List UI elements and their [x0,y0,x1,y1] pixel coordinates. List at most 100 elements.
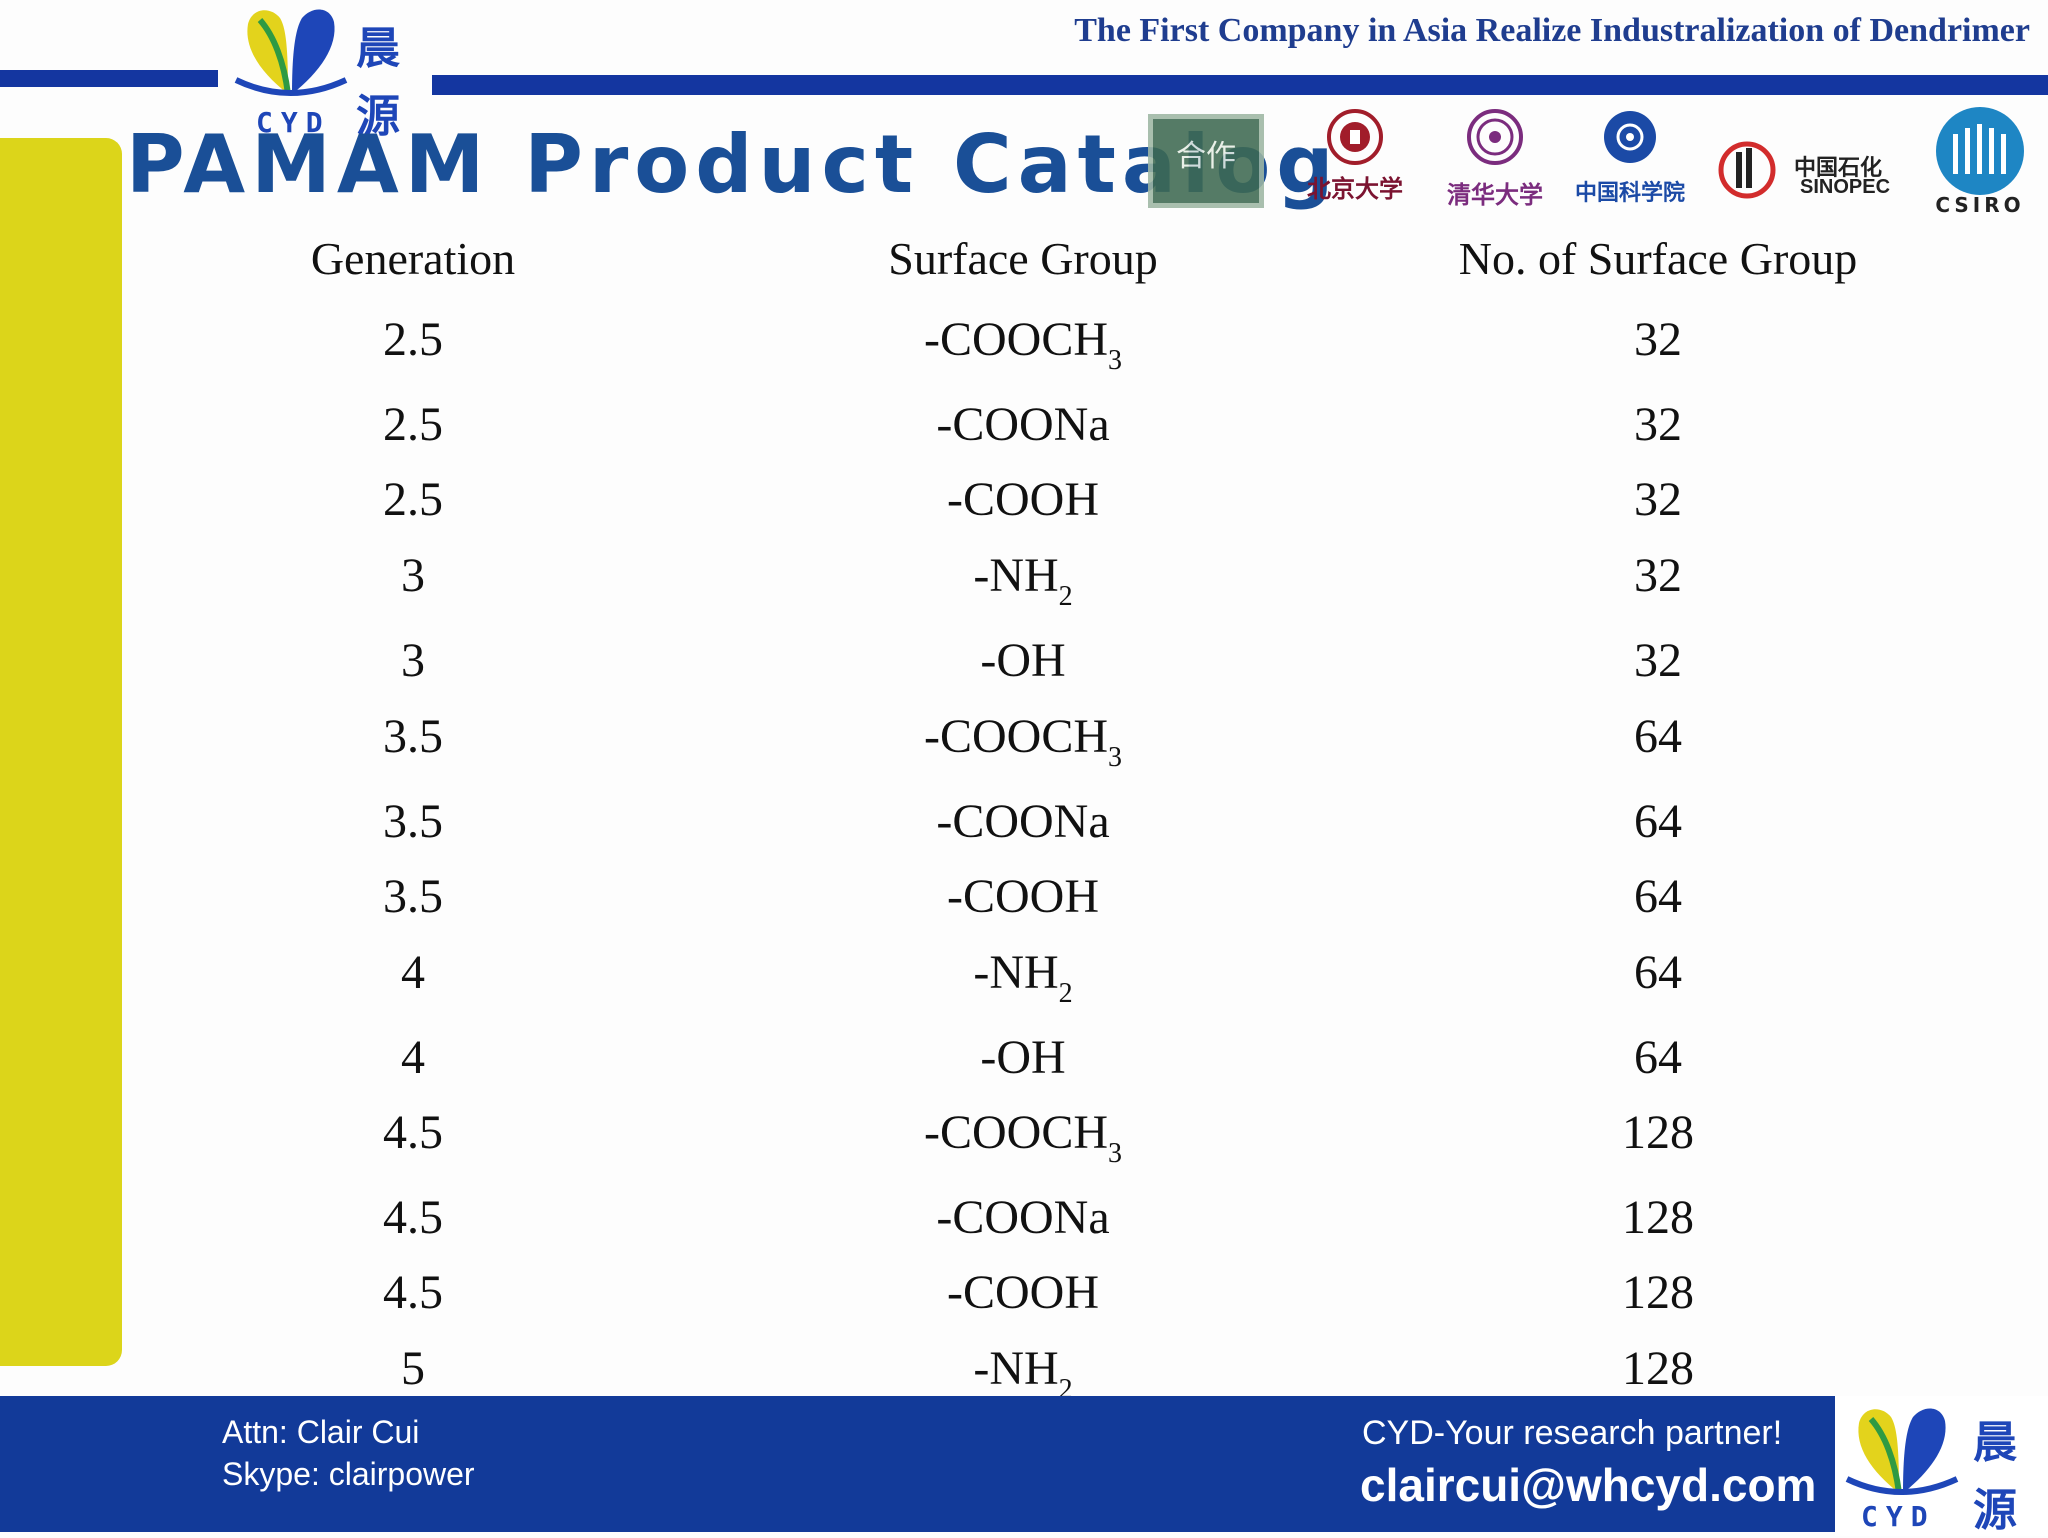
cell-surface-count: 64 [1634,795,1682,848]
surface-group-formula: -COONa [936,398,1110,451]
footer-attn: Attn: Clair Cui [222,1414,420,1450]
cyd-logo: 晨 源 CYD [230,2,430,142]
logo-wordmark: CYD [1861,1500,1936,1533]
partner-label: 中国科学院 [1574,180,1685,206]
logo-wordmark: CYD [256,106,331,139]
cell-surface-count: 32 [1634,313,1682,366]
surface-group-formula: -COOCH [923,710,1108,763]
surface-group-formula: -COONa [936,1191,1110,1244]
partner-cas: 中国科学院 [1568,108,1692,207]
partner-tsinghua: 清华大学 [1440,108,1550,210]
footer-email[interactable]: claircui@whcyd.com [1360,1459,1817,1511]
csiro-logo-icon [1936,107,2024,195]
column-header-surface-group: Surface Group [888,233,1158,284]
cell-surface-group: -COONa [873,1190,1173,1245]
cyd-heart-icon [234,9,348,96]
cell-surface-group: -COOCH3 [873,312,1173,375]
cell-generation: 4 [401,946,425,999]
footer-logo: 晨 源 CYD [1835,1396,2048,1536]
footer-skype: Skype: clairpower [222,1456,475,1492]
sinopec-logo-icon [1718,141,1776,199]
cell-generation: 3 [401,549,425,602]
cell-surface-count: 32 [1634,634,1682,687]
surface-group-subscript: 3 [1108,345,1122,376]
partner-label: 北京大学 [1307,174,1403,203]
surface-group-formula: -COOH [947,473,1099,526]
cell-generation: 4.5 [383,1191,443,1244]
cell-surface-group: -COOH [873,472,1173,527]
logo-char-1: 晨 [1973,1417,2017,1468]
cell-surface-count: 64 [1634,1031,1682,1084]
header-rule-left [0,70,218,87]
surface-group-formula: -COONa [936,795,1110,848]
cell-surface-count: 128 [1622,1266,1694,1319]
column-header-generation: Generation [310,233,516,284]
surface-group-formula: -COOCH [923,1106,1108,1159]
cell-surface-count: 64 [1634,946,1682,999]
cell-surface-count: 128 [1622,1342,1694,1395]
cooperation-badge: 合作 [1148,114,1264,208]
cell-surface-group: -COONa [873,397,1173,452]
cell-surface-count: 128 [1622,1106,1694,1159]
cell-surface-count: 32 [1634,549,1682,602]
footer-bar [0,1396,1835,1532]
cell-surface-count: 64 [1634,710,1682,763]
cell-generation: 3.5 [383,870,443,923]
logo-char-1: 晨 [356,23,400,74]
cell-generation: 3.5 [383,710,443,763]
cell-generation: 2.5 [383,473,443,526]
page-title: PAMAM Product Catalog [126,118,1340,211]
logo-char-2: 源 [356,91,400,142]
cell-surface-count: 32 [1634,398,1682,451]
cell-surface-group: -COOH [873,869,1173,924]
surface-group-formula: -OH [980,634,1066,687]
cell-generation: 4.5 [383,1106,443,1159]
cell-surface-group: -NH2 [873,548,1173,611]
surface-group-formula: -NH [973,946,1059,999]
partner-label: 清华大学 [1447,180,1543,209]
side-accent-bar [0,138,122,1366]
cyd-heart-icon [1845,1408,1959,1495]
cell-generation: 3 [401,634,425,687]
badge-label: 合作 [1176,139,1236,174]
surface-group-formula: -NH [973,1342,1059,1395]
partner-peking: 北京大学 [1290,108,1420,204]
cell-surface-group: -COOCH3 [873,709,1173,772]
header-rule-right [432,75,2048,95]
sinopec-cn-name: 中国石化 [1794,156,1883,181]
cell-surface-group: -OH [873,1030,1173,1085]
partner-label: CSIRO [1935,193,2025,217]
logo-char-2: 源 [1973,1485,2017,1536]
top-tagline: The First Company in Asia Realize Indust… [1074,12,2030,49]
cell-generation: 2.5 [383,313,443,366]
surface-group-formula: -OH [980,1031,1066,1084]
surface-group-formula: -COOH [947,870,1099,923]
sinopec-en-name: SINOPEC [1800,176,1891,198]
footer-slogan: CYD-Your research partner! [1362,1414,1783,1452]
cell-generation: 3.5 [383,795,443,848]
cell-surface-group: -NH2 [873,1341,1173,1404]
cell-surface-count: 64 [1634,870,1682,923]
cell-surface-count: 128 [1622,1191,1694,1244]
cell-generation: 5 [401,1342,425,1395]
partner-csiro: CSIRO [1928,104,2032,217]
surface-group-subscript: 2 [1058,978,1073,1009]
surface-group-formula: -NH [973,549,1059,602]
cell-generation: 4 [401,1031,425,1084]
surface-group-subscript: 3 [1108,1138,1122,1169]
surface-group-formula: -COOCH [923,313,1108,366]
cell-surface-group: -COOCH3 [873,1105,1173,1168]
column-header-surface-count: No. of Surface Group [1458,233,1858,284]
cell-surface-group: -NH2 [873,945,1173,1008]
surface-group-formula: -COOH [947,1266,1099,1319]
cell-generation: 2.5 [383,398,443,451]
cell-surface-group: -OH [873,633,1173,688]
cell-surface-count: 32 [1634,473,1682,526]
surface-group-subscript: 2 [1058,581,1073,612]
cell-surface-group: -COONa [873,794,1173,849]
peking-university-seal-icon [1327,109,1383,165]
tsinghua-university-seal-icon [1467,109,1523,165]
cas-emblem-icon [1604,111,1656,163]
surface-group-subscript: 3 [1108,742,1122,773]
cell-generation: 4.5 [383,1266,443,1319]
